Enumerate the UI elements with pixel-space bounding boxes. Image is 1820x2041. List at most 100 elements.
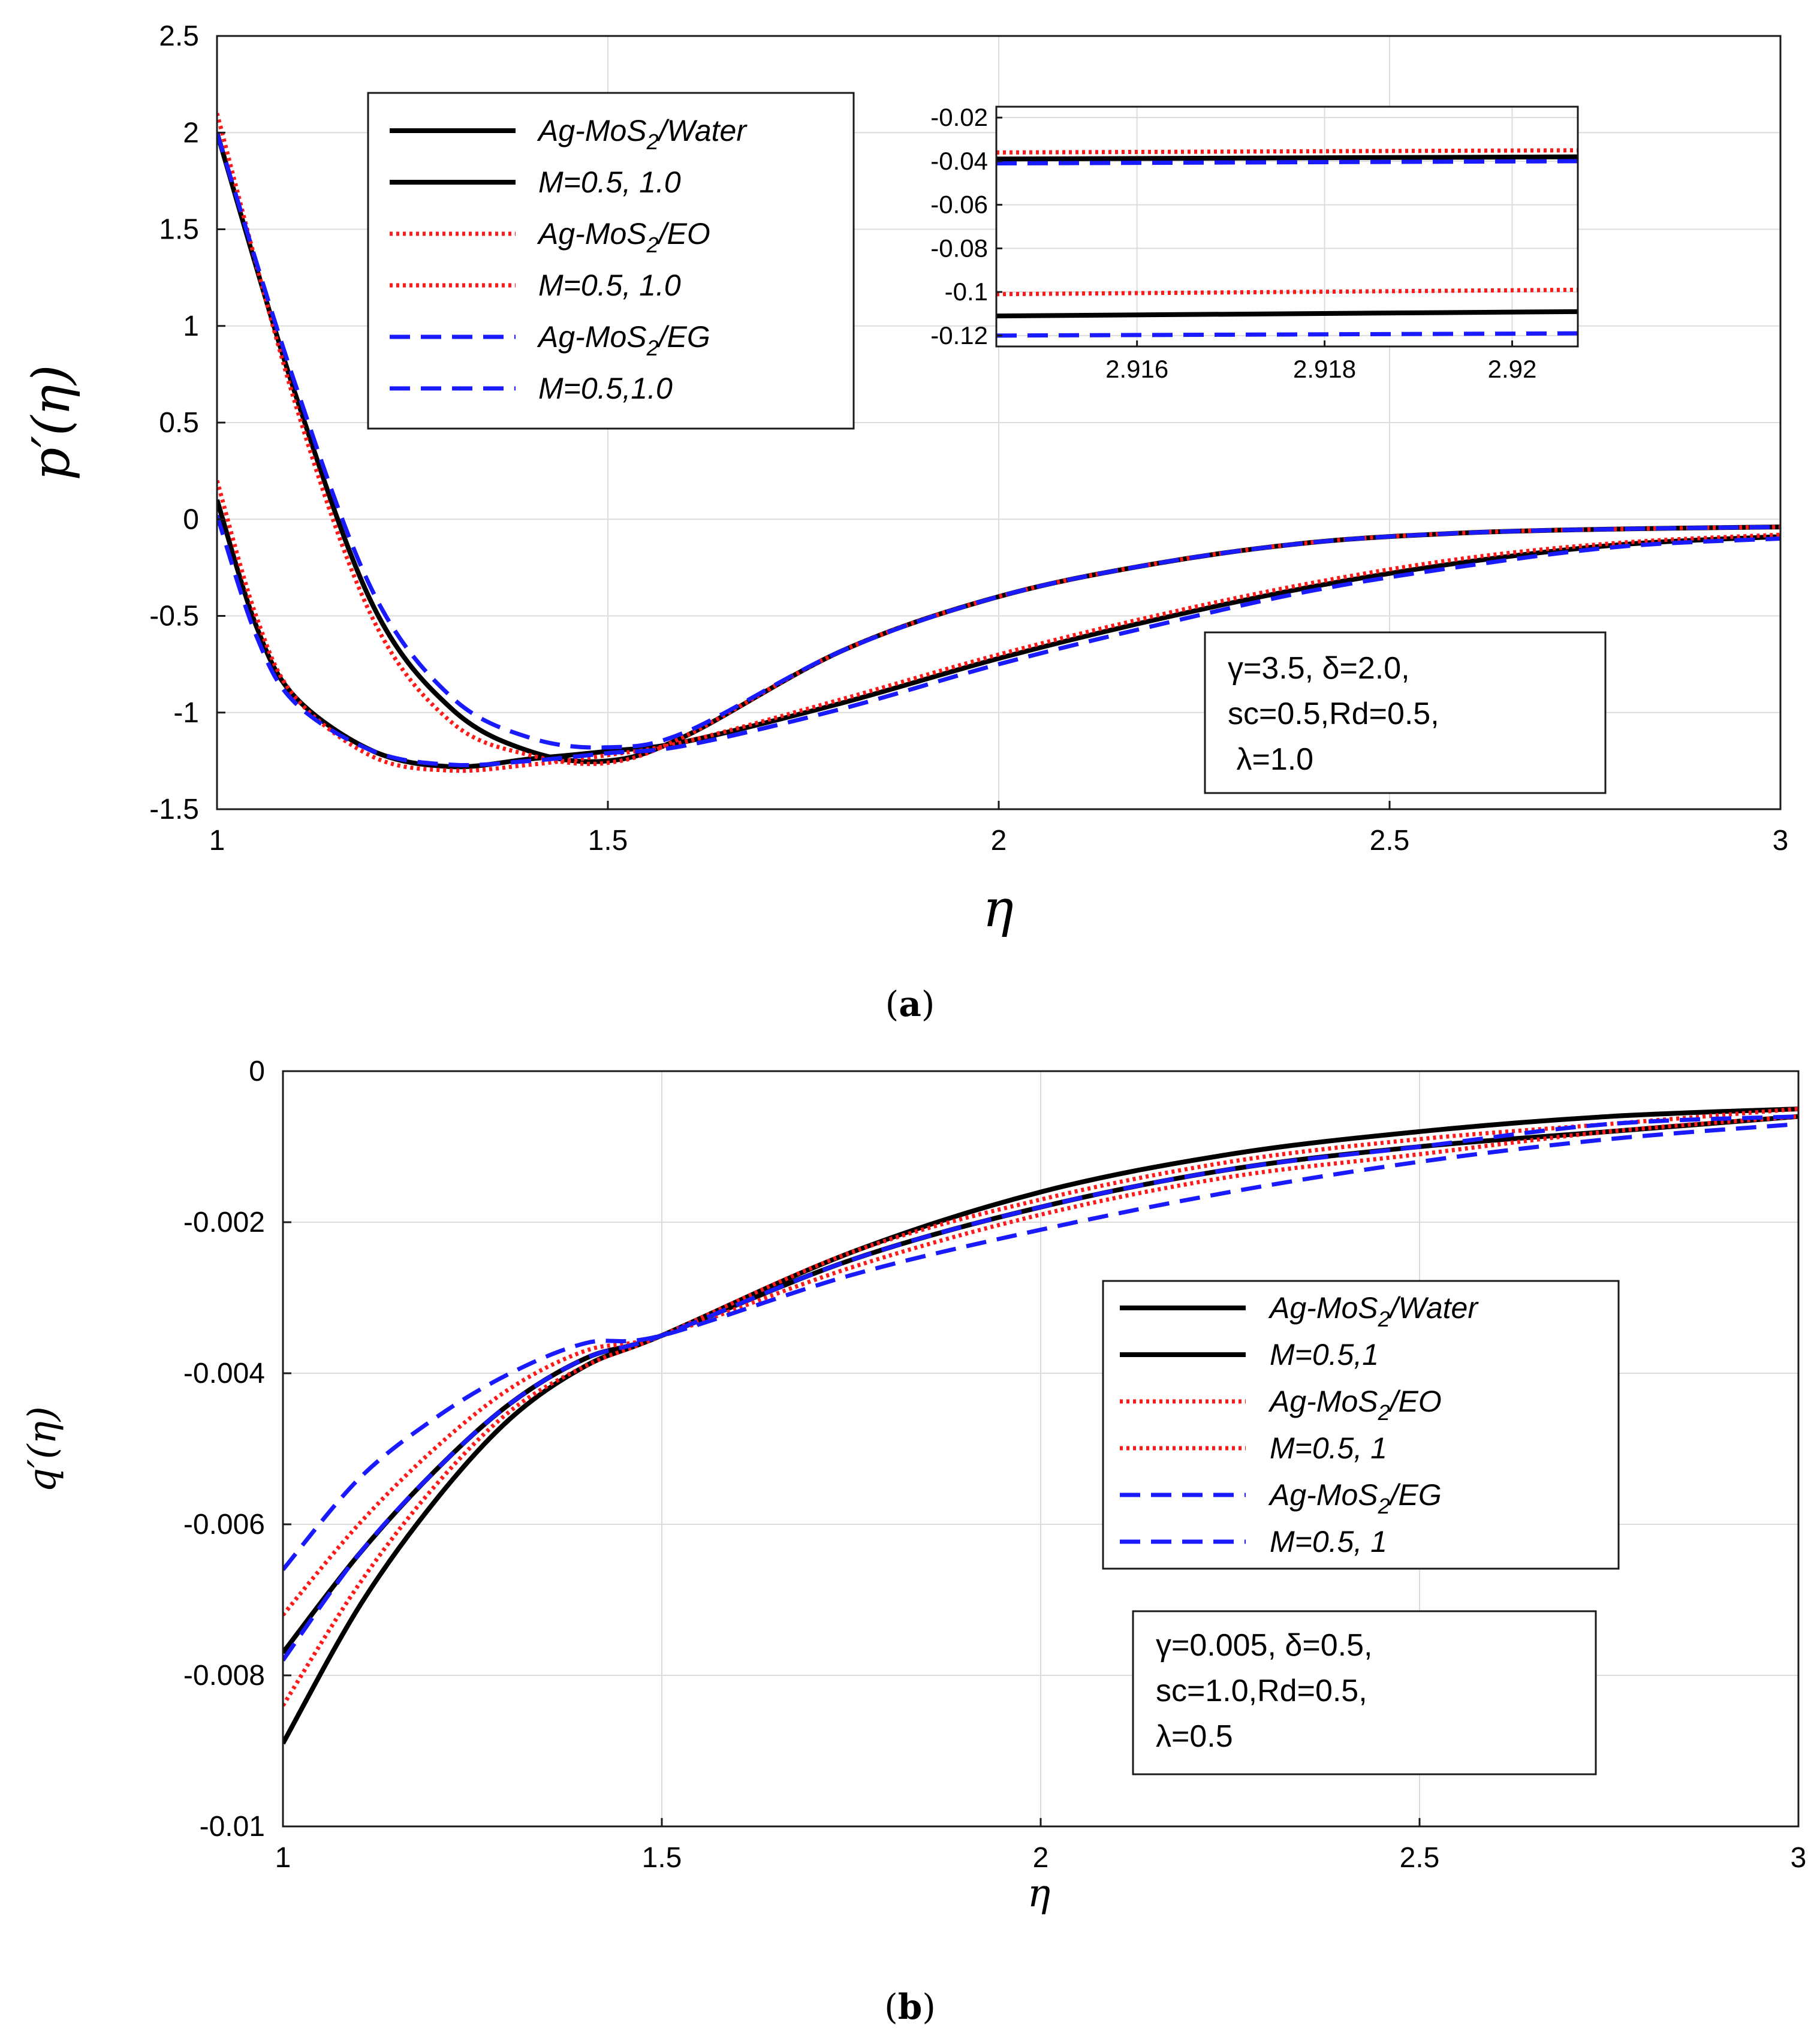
- legend-entry-text: Ag-MoS: [1268, 1478, 1378, 1512]
- x-tick-label: 1.5: [642, 1842, 682, 1874]
- legend-entry-text: M=0.5,1.0: [538, 372, 673, 405]
- legend-entry-0: Ag-MoS2/Water: [1268, 1291, 1479, 1331]
- legend-entry-text: Ag-MoS: [1268, 1291, 1378, 1325]
- series-line-water-1: [217, 499, 1780, 770]
- y-tick-label: -0.5: [149, 601, 199, 632]
- x-tick-label: 2.5: [1370, 825, 1410, 857]
- inset-series-line-eg-2: [996, 159, 1578, 166]
- legend-entry-3: M=0.5, 1: [1270, 1431, 1387, 1465]
- legend-entry-subscript: 2: [646, 129, 659, 154]
- panel-a-inset: 2.916 2.918 2.92 -0.02-0.04-0.06-0.08-0.1-…: [930, 103, 1579, 383]
- legend-entry-2: Ag-MoS2/EO: [1268, 1385, 1442, 1425]
- panel-a-param-line-2: sc=0.5,Rd=0.5,: [1228, 697, 1439, 731]
- panel-b-y-tick-labels: 0 -0.002 -0.004 -0.006 -0.008 -0.01: [183, 1056, 291, 1843]
- x-tick-label: 3: [1791, 1842, 1807, 1874]
- series-line-eo-3: [217, 480, 1780, 773]
- inset-series-line-eo-4: [996, 287, 1578, 297]
- x-tick-label: 1: [209, 825, 225, 857]
- legend-entry-text: Ag-MoS: [1268, 1385, 1378, 1418]
- panel-b-params: γ=0.005, δ=0.5, sc=1.0,Rd=0.5, λ=0.5: [1132, 1610, 1597, 1775]
- panel-a-param-line-1: γ=3.5, δ=2.0,: [1228, 651, 1410, 686]
- series-line-eo-2: [283, 1107, 1798, 1707]
- legend-entry-5: M=0.5, 1: [1270, 1525, 1387, 1558]
- y-tick-label: -0.008: [183, 1660, 265, 1692]
- y-tick-label: 1.5: [159, 214, 199, 246]
- x-tick-label: 1.5: [588, 825, 628, 857]
- inset-y-tick-label: -0.02: [930, 103, 988, 131]
- panel-b-params-box: [1132, 1610, 1597, 1775]
- panel-a-inset-frame: [995, 105, 1579, 348]
- y-tick-label: -0.006: [183, 1509, 265, 1540]
- panel-a-inset-x-tick-labels: 2.916 2.918 2.92: [1105, 340, 1536, 383]
- series-line-water-0: [283, 1107, 1798, 1745]
- inset-series-line-water-0: [996, 154, 1578, 162]
- y-tick-label: 2.5: [159, 20, 199, 52]
- legend-entry-3: M=0.5, 1.0: [538, 269, 681, 302]
- panel-b: 1 1.5 2 2.5 3 0 -0.002 -0.004 -0.006 -0.008 -0.01…: [20, 1056, 1806, 2027]
- legend-entry-text: M=0.5, 1: [1270, 1431, 1387, 1465]
- legend-entry-5: M=0.5,1.0: [538, 372, 673, 405]
- panel-a-inset-lines: [996, 148, 1578, 338]
- x-tick-label: 1: [275, 1842, 291, 1874]
- panel-b-x-axis-label: η: [1027, 1871, 1050, 1916]
- inset-x-tick-label: 2.916: [1105, 355, 1168, 383]
- y-tick-label: 0: [249, 1056, 265, 1087]
- legend-entry-subscript: 2: [1378, 1494, 1390, 1518]
- y-tick-label: 0: [183, 504, 199, 535]
- x-tick-label: 2: [991, 825, 1007, 857]
- inset-y-tick-label: -0.06: [930, 191, 988, 219]
- legend-entry-4: Ag-MoS2/EG: [537, 320, 710, 360]
- y-tick-label: -0.01: [200, 1811, 265, 1843]
- y-tick-label: -0.004: [183, 1358, 265, 1389]
- panel-a-caption-close: ): [921, 984, 935, 1024]
- panel-b-caption-close: ): [922, 1986, 936, 2027]
- panel-a-legend-box: [367, 92, 855, 430]
- panel-a-param-line-3: λ=1.0: [1228, 742, 1313, 777]
- panel-b-caption-letter: b: [898, 1986, 923, 2027]
- legend-entry-1: M=0.5, 1.0: [538, 165, 681, 199]
- legend-entry-suffix: /EO: [1388, 1385, 1442, 1418]
- series-line-eo-3: [283, 1114, 1798, 1617]
- panel-a-y-tick-labels: 2.5 2 1.5 1 0.5 0 -0.5 -1 -1.5: [149, 20, 225, 825]
- legend-entry-text: Ag-MoS: [537, 320, 647, 354]
- legend-entry-subscript: 2: [646, 336, 659, 360]
- x-tick-label: 3: [1773, 825, 1789, 857]
- legend-entry-1: M=0.5,1: [1270, 1338, 1379, 1371]
- panel-b-x-tick-labels: 1 1.5 2 2.5 3: [275, 1818, 1807, 1874]
- panel-b-param-line-3: λ=0.5: [1156, 1719, 1233, 1754]
- legend-entry-suffix: /Water: [657, 114, 748, 147]
- panel-a-caption-open: (: [885, 984, 899, 1024]
- series-line-eg-5: [217, 514, 1780, 767]
- legend-entry-subscript: 2: [1378, 1400, 1390, 1425]
- panel-a-caption: (a): [885, 984, 935, 1024]
- y-tick-label: -1.5: [149, 794, 199, 825]
- legend-entry-suffix: /EG: [1388, 1478, 1442, 1512]
- y-tick-label: 0.5: [159, 407, 199, 439]
- y-tick-label: -1: [173, 697, 199, 729]
- panel-b-caption-open: (: [884, 1986, 898, 2027]
- legend-entry-text: Ag-MoS: [537, 114, 647, 147]
- panel-a-inset-background: [996, 107, 1578, 346]
- legend-entry-subscript: 2: [1378, 1307, 1390, 1331]
- legend-entry-suffix: /Water: [1388, 1291, 1479, 1325]
- legend-entry-subscript: 2: [646, 233, 659, 257]
- series-line-eg-4: [217, 132, 1780, 750]
- inset-series-line-eo-1: [996, 148, 1578, 155]
- panel-a-x-axis-label: η: [983, 879, 1014, 939]
- inset-y-tick-label: -0.04: [930, 147, 988, 175]
- y-tick-label: -0.002: [183, 1207, 265, 1238]
- panel-b-legend-box: [1102, 1280, 1620, 1570]
- legend-entry-text: Ag-MoS: [537, 217, 647, 251]
- legend-entry-0: Ag-MoS2/Water: [537, 114, 748, 154]
- legend-entry-text: M=0.5, 1.0: [538, 269, 681, 302]
- inset-y-tick-label: -0.08: [930, 234, 988, 262]
- panel-a: 1 1.5 2 2.5 3 2.5 2 1.5 1 0.5 0 -0.5 -1 -1.5 η p′(η)…: [22, 20, 1788, 1024]
- panel-a-inset-y-tick-labels: -0.02 -0.04 -0.06 -0.08 -0.1 -0.12: [930, 103, 1002, 349]
- inset-y-tick-label: -0.1: [945, 278, 988, 306]
- panel-a-params: γ=3.5, δ=2.0, sc=0.5,Rd=0.5, λ=1.0: [1204, 631, 1607, 794]
